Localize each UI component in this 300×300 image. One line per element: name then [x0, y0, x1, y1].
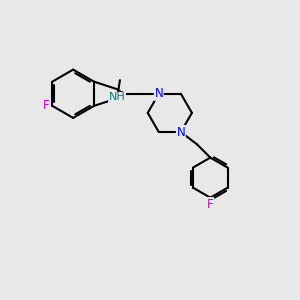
Text: N: N: [176, 125, 185, 139]
Text: N: N: [154, 87, 163, 100]
Text: F: F: [207, 198, 214, 211]
Text: NH: NH: [109, 92, 125, 102]
Text: F: F: [42, 99, 49, 112]
